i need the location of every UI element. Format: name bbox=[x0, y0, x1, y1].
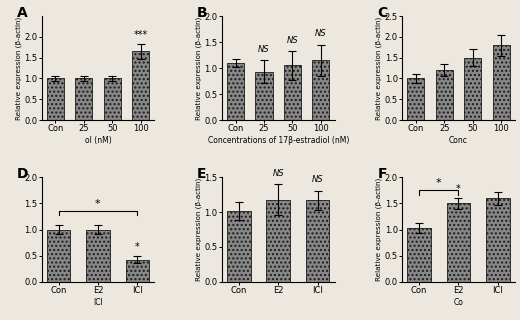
Bar bbox=[47, 229, 70, 282]
Text: NS: NS bbox=[258, 45, 270, 54]
Text: NS: NS bbox=[312, 175, 323, 184]
Text: NS: NS bbox=[315, 29, 327, 38]
Bar bbox=[284, 66, 301, 120]
Text: *: * bbox=[456, 184, 461, 194]
Text: F: F bbox=[378, 167, 387, 181]
Bar bbox=[103, 78, 121, 120]
Bar bbox=[492, 45, 510, 120]
Bar bbox=[486, 198, 510, 282]
Text: NS: NS bbox=[272, 169, 284, 178]
Bar bbox=[266, 200, 290, 282]
Y-axis label: Relative expression (β-actin): Relative expression (β-actin) bbox=[375, 16, 382, 120]
Bar bbox=[313, 60, 329, 120]
X-axis label: ICI: ICI bbox=[93, 298, 103, 307]
Text: A: A bbox=[17, 5, 28, 20]
Bar bbox=[227, 212, 251, 282]
X-axis label: Co: Co bbox=[453, 298, 463, 307]
Text: E: E bbox=[197, 167, 206, 181]
Text: *: * bbox=[135, 242, 140, 252]
Text: *: * bbox=[436, 178, 441, 188]
Bar bbox=[464, 58, 481, 120]
Text: B: B bbox=[197, 5, 207, 20]
Bar bbox=[227, 63, 244, 120]
Bar bbox=[47, 78, 64, 120]
Bar bbox=[86, 229, 110, 282]
X-axis label: ol (nM): ol (nM) bbox=[85, 136, 111, 145]
Y-axis label: Relative expression (β-actin): Relative expression (β-actin) bbox=[196, 178, 202, 281]
Bar bbox=[132, 52, 149, 120]
Bar bbox=[407, 78, 424, 120]
Bar bbox=[407, 228, 431, 282]
Y-axis label: Relative expression (β-actin): Relative expression (β-actin) bbox=[15, 16, 21, 120]
Text: C: C bbox=[378, 5, 387, 20]
Text: *: * bbox=[95, 199, 101, 209]
Text: ***: *** bbox=[134, 30, 148, 40]
Y-axis label: Relative expression (β-actin): Relative expression (β-actin) bbox=[375, 178, 382, 281]
Text: NS: NS bbox=[287, 36, 298, 45]
X-axis label: Concentrations of 17β-estradiol (nM): Concentrations of 17β-estradiol (nM) bbox=[207, 136, 349, 145]
Bar bbox=[447, 204, 470, 282]
Bar bbox=[255, 72, 272, 120]
Bar bbox=[306, 200, 329, 282]
Bar bbox=[75, 78, 92, 120]
Text: D: D bbox=[17, 167, 28, 181]
Bar bbox=[125, 260, 149, 282]
Y-axis label: Relative expression (β-actin): Relative expression (β-actin) bbox=[196, 16, 202, 120]
Bar bbox=[436, 70, 453, 120]
X-axis label: Conc: Conc bbox=[449, 136, 468, 145]
